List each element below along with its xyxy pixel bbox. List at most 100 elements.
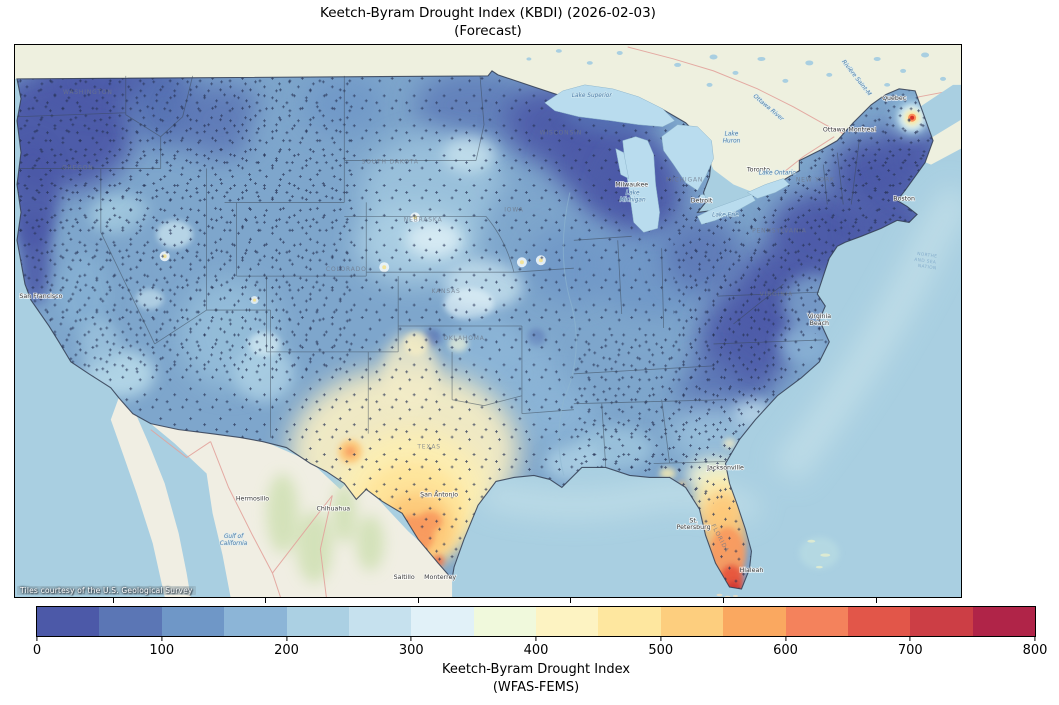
map-label-city: Chihuahua — [316, 505, 350, 512]
map-label-city: Montreal — [848, 127, 876, 134]
colorbar-segment — [286, 607, 349, 636]
baja-california — [110, 397, 191, 597]
colorbar-tickmark — [285, 636, 288, 641]
map-attribution: Tiles courtesy of the U.S. Geological Su… — [17, 586, 196, 595]
colorbar-tick-label: 200 — [274, 643, 299, 658]
map-label-city: St. — [689, 517, 697, 524]
canada-lakes — [526, 49, 955, 105]
colorbar-tick-label: 400 — [523, 643, 549, 658]
map-axis-tick — [418, 598, 420, 603]
colorbar-segment — [598, 607, 661, 636]
colorbar-segment — [224, 607, 287, 636]
figure-title: Keetch-Byram Drought Index (KBDI) (2026-… — [14, 5, 962, 40]
colorbar-axis-label: Keetch-Byram Drought Index (WFAS-FEMS) — [36, 661, 1036, 696]
colorbar-segment — [723, 607, 786, 636]
map-label-city: Hermosillo — [236, 495, 269, 502]
colorbar-tick-label: 600 — [773, 643, 798, 658]
colorbar-tick-label: 100 — [149, 643, 175, 658]
map-label-water: Lake Superior — [572, 93, 613, 99]
colorbar-tick-label: 300 — [398, 643, 424, 658]
map-label-state: KANSAS — [431, 288, 460, 295]
map-label-state: NEW YORK — [796, 177, 835, 184]
map-label-city: Virginia — [807, 313, 831, 320]
map-label-state: COLORADO — [326, 266, 367, 273]
map-label-city: Saltillo — [394, 574, 415, 581]
colorbar-tick-label: 700 — [897, 643, 923, 658]
colorbar-gradient — [37, 607, 1035, 636]
colorbar-segment — [536, 607, 599, 636]
colorbar-label-line1: Keetch-Byram Drought Index — [441, 662, 631, 677]
map-label-ocean: NORTHE — [917, 251, 938, 260]
lake-erie — [697, 194, 756, 225]
map-label-ocean: NATION — [918, 263, 937, 272]
map-label-water: Lake Ontario — [759, 171, 796, 177]
map-label-water: Lake — [725, 132, 739, 138]
colorbar-segment — [660, 607, 724, 636]
colorbar-segment — [972, 607, 1035, 636]
great-lakes — [544, 84, 790, 233]
lake-superior — [544, 84, 676, 127]
map-label-state: OKLAHOMA — [443, 335, 484, 342]
lake-michigan — [622, 136, 660, 233]
map-label-city: Monterrey — [424, 574, 456, 581]
colorbar-tick-label: 500 — [648, 643, 674, 658]
colorbar-tick-label: 0 — [32, 643, 42, 658]
state-boundaries — [16, 75, 860, 468]
colorbar-tickmark — [535, 636, 537, 641]
colorbar-segment — [473, 607, 536, 636]
map-label-city: Boston — [893, 195, 915, 202]
map-axis-tick — [265, 598, 267, 603]
map-label-state: VIRGINIA — [760, 291, 793, 298]
map-axis-tick — [113, 598, 115, 603]
map-label-state: OREGON — [62, 165, 93, 172]
map-label-state: MICHIGAN — [666, 177, 703, 184]
map-label-city: Hialeah — [740, 567, 764, 574]
colorbar-label-line2: (WFAS-FEMS) — [492, 679, 580, 695]
map-label-state: TEXAS — [416, 444, 441, 451]
colorbar-tickmark — [1034, 636, 1036, 641]
colorbar-tickmark — [161, 636, 163, 641]
map-label-water: Gulf of — [224, 534, 244, 540]
colorbar-tick-label: 800 — [1022, 643, 1048, 658]
map-label-water: Lake — [626, 190, 640, 196]
green-bay — [615, 148, 630, 179]
colorbar-segment — [37, 607, 100, 636]
colorbar: 0 100 200 300 400 500 600 700 800 — [33, 606, 1047, 658]
map-label-city: Ottawa — [823, 127, 846, 134]
map-label-state: IOWA — [504, 206, 524, 213]
colorbar-tickmark — [660, 636, 662, 641]
mexico-terrain — [266, 473, 385, 584]
title-line2: (Forecast) — [454, 22, 522, 39]
mississippi-river — [558, 192, 577, 476]
map-label-city: Milwaukee — [615, 181, 648, 188]
title-line1: Keetch-Byram Drought Index (KBDI) (2026-… — [320, 5, 656, 21]
map-label-city: San Antonio — [420, 491, 458, 498]
map-label-state: NEBRASKA — [404, 216, 443, 223]
map-canvas: San Francisco Hermosillo Chihuahua Saltillo… — [15, 45, 961, 597]
colorbar-segment — [785, 607, 848, 636]
lake-huron — [661, 124, 714, 191]
map-label-city: Jacksonville — [706, 464, 744, 471]
lake-st-clair — [699, 194, 706, 201]
map-label-city: Quebec — [882, 95, 907, 102]
colorbar-segment — [411, 607, 474, 636]
map-axis-tick — [876, 598, 878, 603]
colorbar-tickmark — [784, 636, 787, 641]
colorbar-segment — [847, 607, 911, 636]
colorbar-tickmark — [36, 636, 38, 641]
colorbar-tickmark — [909, 636, 911, 641]
colorbar-segment — [161, 607, 225, 636]
map-label-state: PENNSYLVANIA — [752, 227, 807, 234]
colorbar-segment — [99, 607, 162, 636]
colorbar-segment — [348, 607, 412, 636]
map-label-city: Beach — [810, 320, 829, 327]
colorbar-ticks: 0 100 200 300 400 500 600 700 800 — [33, 607, 1047, 658]
map-label-ocean: AND SEA — [914, 257, 937, 266]
colorbar-tickmark — [410, 636, 412, 641]
map-axis-tick — [570, 598, 572, 603]
canada-land — [15, 45, 961, 203]
map-label-water: Huron — [723, 139, 741, 145]
lake-ontario — [746, 178, 790, 199]
map-label-state: WASHINGTON — [63, 89, 113, 96]
colorbar-segment — [910, 607, 973, 636]
